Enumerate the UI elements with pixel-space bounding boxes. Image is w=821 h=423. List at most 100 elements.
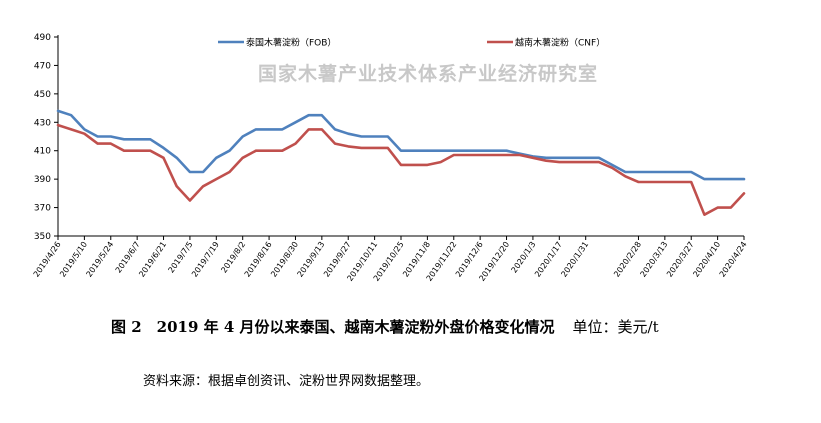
data-point xyxy=(215,178,218,180)
data-point xyxy=(149,138,152,141)
data-point xyxy=(294,142,297,145)
data-point xyxy=(716,178,719,180)
data-point xyxy=(505,154,508,156)
data-point xyxy=(505,149,508,152)
data-point xyxy=(690,171,692,173)
data-point xyxy=(228,149,231,152)
data-point xyxy=(136,138,138,141)
figure-caption: 图 2 2019 年 4 月份以来泰国、越南木薯淀粉外盘价格变化情况 单位：美元/… xyxy=(111,316,791,337)
data-point xyxy=(466,149,468,152)
data-point xyxy=(650,171,653,173)
data-point xyxy=(743,178,745,180)
x-tick-label: 2020/1/31 xyxy=(559,240,590,279)
data-point xyxy=(347,145,350,148)
data-point xyxy=(400,149,402,152)
data-point xyxy=(70,128,72,131)
data-point xyxy=(426,149,429,152)
data-point xyxy=(57,124,59,126)
data-point xyxy=(677,171,679,173)
data-point xyxy=(624,175,627,178)
data-point xyxy=(189,171,191,173)
x-tick-label: 2019/8/2 xyxy=(219,240,247,275)
data-point xyxy=(347,132,350,135)
series-line-2 xyxy=(56,123,746,216)
y-tick-label: 390 xyxy=(34,175,51,185)
data-point xyxy=(479,154,482,156)
caption-unit: 单位：美元/t xyxy=(572,318,659,336)
caption-title: 图 2 2019 年 4 月份以来泰国、越南木薯淀粉外盘价格变化情况 xyxy=(111,318,555,336)
data-point xyxy=(110,142,112,145)
data-point xyxy=(664,171,666,173)
chart-legend: 泰国木薯淀粉（FOB） 越南木薯淀粉（CNF） xyxy=(218,37,605,49)
x-axis-ticks: 2019/4/262019/5/102019/5/242019/6/72019/… xyxy=(32,236,749,283)
data-point xyxy=(110,135,112,138)
data-point xyxy=(96,142,99,145)
data-point xyxy=(730,206,732,209)
x-tick-label: 2020/1/3 xyxy=(510,240,538,275)
data-point xyxy=(321,128,323,131)
data-point xyxy=(241,135,244,138)
data-point xyxy=(479,149,482,152)
data-point xyxy=(175,157,178,159)
x-tick-label: 2019/6/21 xyxy=(137,240,168,279)
data-point xyxy=(241,157,244,159)
data-point xyxy=(281,149,284,152)
data-point xyxy=(611,164,613,166)
data-point xyxy=(703,178,706,180)
data-point xyxy=(162,147,165,149)
x-tick-label: 2019/6/7 xyxy=(114,240,142,275)
data-point xyxy=(545,157,547,159)
data-point xyxy=(136,149,138,152)
data-point xyxy=(518,154,521,156)
data-point xyxy=(664,181,666,183)
data-point xyxy=(637,171,640,173)
data-point xyxy=(387,147,389,149)
data-point xyxy=(400,164,402,166)
x-tick-label: 2019/7/19 xyxy=(190,240,221,279)
data-point xyxy=(730,178,732,180)
data-point xyxy=(558,157,561,159)
data-point xyxy=(426,164,429,166)
x-tick-label: 2019/7/5 xyxy=(167,240,195,275)
chart-series xyxy=(56,109,746,216)
data-point xyxy=(215,157,218,159)
data-point xyxy=(294,121,297,124)
data-point xyxy=(268,128,270,131)
line-chart: 国家木薯产业技术体系产业经济研究室 泰国木薯淀粉（FOB） 越南木薯淀粉（CNF）… xyxy=(32,33,749,283)
y-tick-label: 370 xyxy=(34,204,51,214)
data-point xyxy=(571,161,574,163)
data-point xyxy=(334,142,336,145)
data-point xyxy=(83,128,86,131)
data-point xyxy=(307,114,310,116)
data-point xyxy=(690,181,692,183)
data-point xyxy=(584,161,587,163)
data-point xyxy=(123,138,125,141)
data-point xyxy=(637,181,640,183)
data-point xyxy=(716,206,719,209)
data-point xyxy=(321,114,323,116)
data-point xyxy=(466,154,468,156)
y-tick-label: 470 xyxy=(34,61,51,71)
data-point xyxy=(598,157,600,159)
data-point xyxy=(650,181,653,183)
data-point xyxy=(307,128,310,131)
data-point xyxy=(492,149,495,152)
y-tick-label: 430 xyxy=(34,118,51,128)
data-point xyxy=(175,185,178,188)
x-tick-label: 2019/5/24 xyxy=(85,240,116,279)
data-point xyxy=(202,171,204,173)
data-point xyxy=(492,154,495,156)
data-point xyxy=(413,164,416,166)
data-point xyxy=(453,149,455,152)
data-point xyxy=(70,114,72,116)
data-point xyxy=(439,161,442,163)
data-point xyxy=(624,171,627,173)
data-point xyxy=(281,128,284,131)
x-tick-label: 2020/4/24 xyxy=(718,240,749,279)
data-point xyxy=(123,149,125,152)
data-point xyxy=(57,110,59,112)
data-point xyxy=(268,149,270,152)
data-point xyxy=(453,154,455,156)
data-point xyxy=(532,157,534,159)
chart-watermark: 国家木薯产业技术体系产业经济研究室 xyxy=(258,62,598,85)
